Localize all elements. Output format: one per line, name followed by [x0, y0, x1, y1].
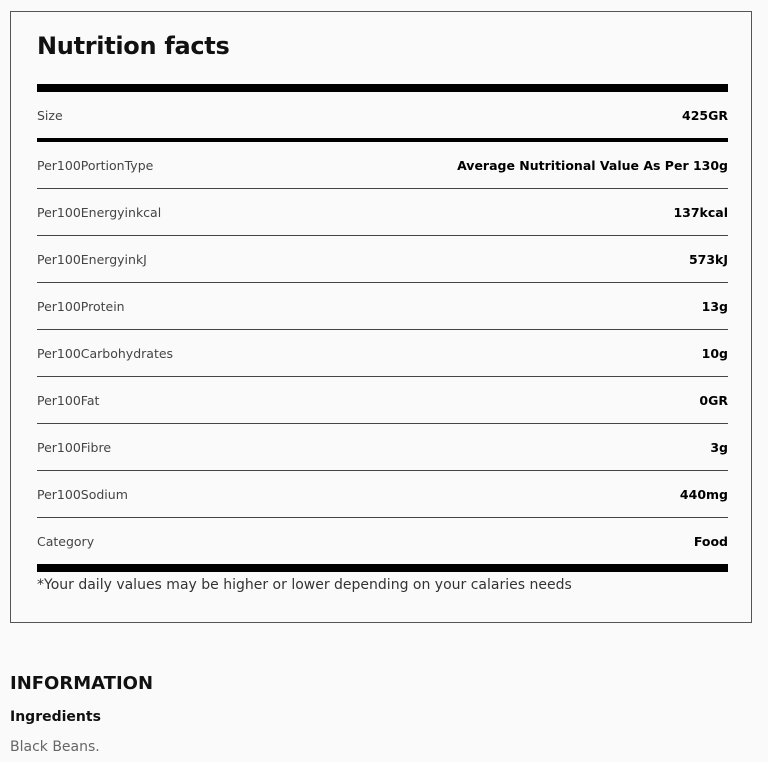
row-value: 13g [701, 298, 728, 314]
row-label: Per100Carbohydrates [37, 345, 174, 361]
row-value: 137kcal [673, 204, 728, 220]
row-value: 440mg [679, 486, 728, 502]
row-label: Per100PortionType [37, 157, 154, 173]
row-label: Per100EnergyinkJ [37, 251, 147, 267]
table-row: Per100Carbohydrates 10g [37, 330, 728, 377]
nutrition-facts-panel: Nutrition facts Size 425GR Per100Portion… [10, 11, 752, 623]
ingredients-value: Black Beans. [10, 739, 100, 755]
row-label: Size [37, 107, 63, 123]
row-label: Per100Fat [37, 392, 100, 408]
table-row: Per100Sodium 440mg [37, 471, 728, 518]
row-value: 10g [701, 345, 728, 361]
row-label: Per100Fibre [37, 439, 112, 455]
divider-thick [37, 84, 728, 92]
divider-medium [37, 138, 728, 142]
row-value: 3g [710, 439, 728, 455]
row-label: Per100Sodium [37, 486, 128, 502]
row-value: 573kJ [688, 251, 728, 267]
table-row: Per100Energyinkcal 137kcal [37, 189, 728, 236]
table-row: Per100Fat 0GR [37, 377, 728, 424]
row-value: Food [693, 533, 728, 549]
table-row: Per100PortionType Average Nutritional Val… [37, 142, 728, 189]
nutrition-table: Size 425GR Per100PortionType Average Nutr… [37, 84, 728, 593]
row-label: Category [37, 533, 95, 549]
table-row: Category Food [37, 518, 728, 564]
row-value: 0GR [699, 392, 728, 408]
row-value: 425GR [682, 107, 728, 123]
row-value: Average Nutritional Value As Per 130g [457, 157, 728, 173]
information-heading: INFORMATION [10, 673, 154, 694]
row-label: Per100Energyinkcal [37, 204, 162, 220]
table-row: Per100Fibre 3g [37, 424, 728, 471]
table-row: Per100EnergyinkJ 573kJ [37, 236, 728, 283]
row-label: Per100Protein [37, 298, 125, 314]
table-row-size: Size 425GR [37, 92, 728, 138]
nutrition-title: Nutrition facts [37, 32, 230, 60]
ingredients-label: Ingredients [10, 709, 101, 725]
table-row: Per100Protein 13g [37, 283, 728, 330]
footnote: *Your daily values may be higher or lowe… [37, 577, 572, 593]
divider-thick [37, 564, 728, 572]
